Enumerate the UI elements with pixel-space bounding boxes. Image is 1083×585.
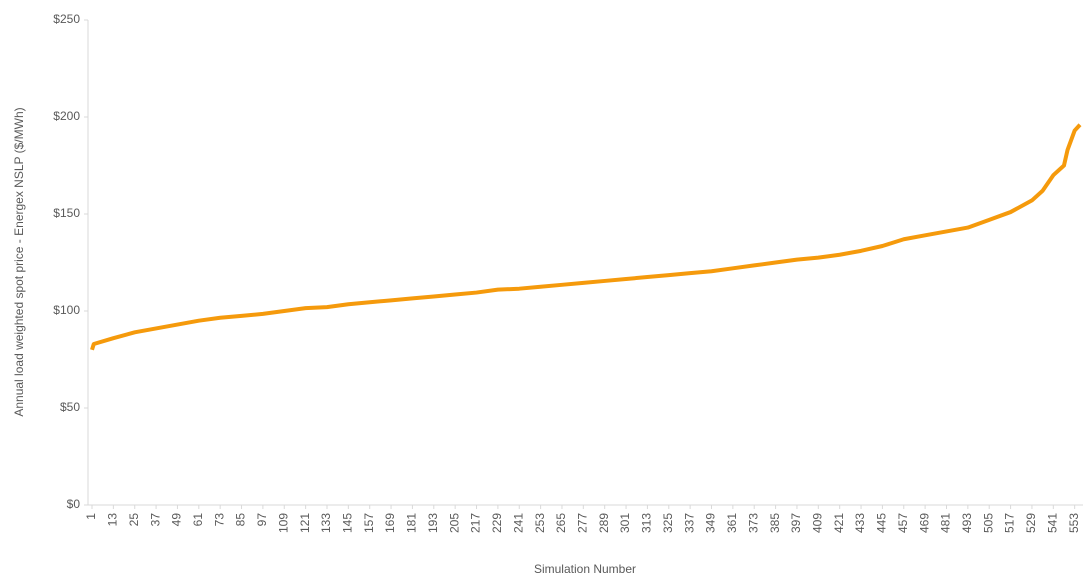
x-tick-label: 349 (704, 513, 718, 533)
x-tick-label: 121 (298, 513, 312, 533)
x-tick-label: 193 (426, 513, 440, 533)
x-tick-label: 409 (810, 513, 824, 533)
x-tick-label: 109 (276, 513, 290, 533)
y-axis-title: Annual load weighted spot price - Energe… (12, 107, 26, 416)
line-series (90, 123, 1082, 351)
x-tick-label: 481 (939, 513, 953, 533)
x-tick-label: 241 (511, 513, 525, 533)
x-tick-label: 469 (917, 513, 931, 533)
x-tick-label: 301 (618, 513, 632, 533)
x-tick-label: 445 (875, 513, 889, 533)
x-tick-label: 457 (896, 513, 910, 533)
x-tick-label: 61 (191, 513, 205, 527)
x-tick-label: 529 (1024, 513, 1038, 533)
x-tick-label: 181 (405, 513, 419, 533)
x-tick-label: 157 (362, 513, 376, 533)
x-tick-label: 205 (447, 513, 461, 533)
x-tick-label: 421 (832, 513, 846, 533)
x-axis-title: Simulation Number (534, 562, 636, 576)
x-tick-label: 1 (84, 513, 98, 520)
y-tick-label: $150 (53, 206, 80, 220)
x-tick-label: 361 (725, 513, 739, 533)
x-tick-label: 229 (490, 513, 504, 533)
x-tick-label: 85 (234, 513, 248, 527)
x-tick-label: 493 (960, 513, 974, 533)
x-tick-label: 397 (789, 513, 803, 533)
x-tick-label: 337 (682, 513, 696, 533)
x-tick-label: 277 (576, 513, 590, 533)
x-tick-label: 37 (148, 513, 162, 527)
x-tick-label: 25 (127, 513, 141, 527)
x-tick-label: 253 (533, 513, 547, 533)
x-tick-label: 265 (554, 513, 568, 533)
x-tick-label: 325 (661, 513, 675, 533)
x-tick-label: 49 (170, 513, 184, 527)
x-tick-label: 313 (640, 513, 654, 533)
x-tick-label: 517 (1003, 513, 1017, 533)
x-tick-label: 553 (1067, 513, 1081, 533)
y-tick-label: $250 (53, 12, 80, 26)
y-tick-label: $200 (53, 109, 80, 123)
x-tick-label: 385 (768, 513, 782, 533)
y-tick-label: $50 (60, 400, 80, 414)
x-tick-label: 133 (319, 513, 333, 533)
x-tick-label: 505 (981, 513, 995, 533)
x-tick-label: 433 (853, 513, 867, 533)
x-tick-label: 145 (341, 513, 355, 533)
x-tick-label: 73 (212, 513, 226, 527)
x-tick-label: 97 (255, 513, 269, 527)
x-tick-label: 541 (1045, 513, 1059, 533)
x-tick-label: 289 (597, 513, 611, 533)
y-tick-label: $0 (67, 497, 81, 511)
x-tick-label: 217 (469, 513, 483, 533)
x-tick-label: 373 (746, 513, 760, 533)
y-tick-label: $100 (53, 303, 80, 317)
x-tick-label: 169 (383, 513, 397, 533)
x-tick-label: 13 (106, 513, 120, 527)
